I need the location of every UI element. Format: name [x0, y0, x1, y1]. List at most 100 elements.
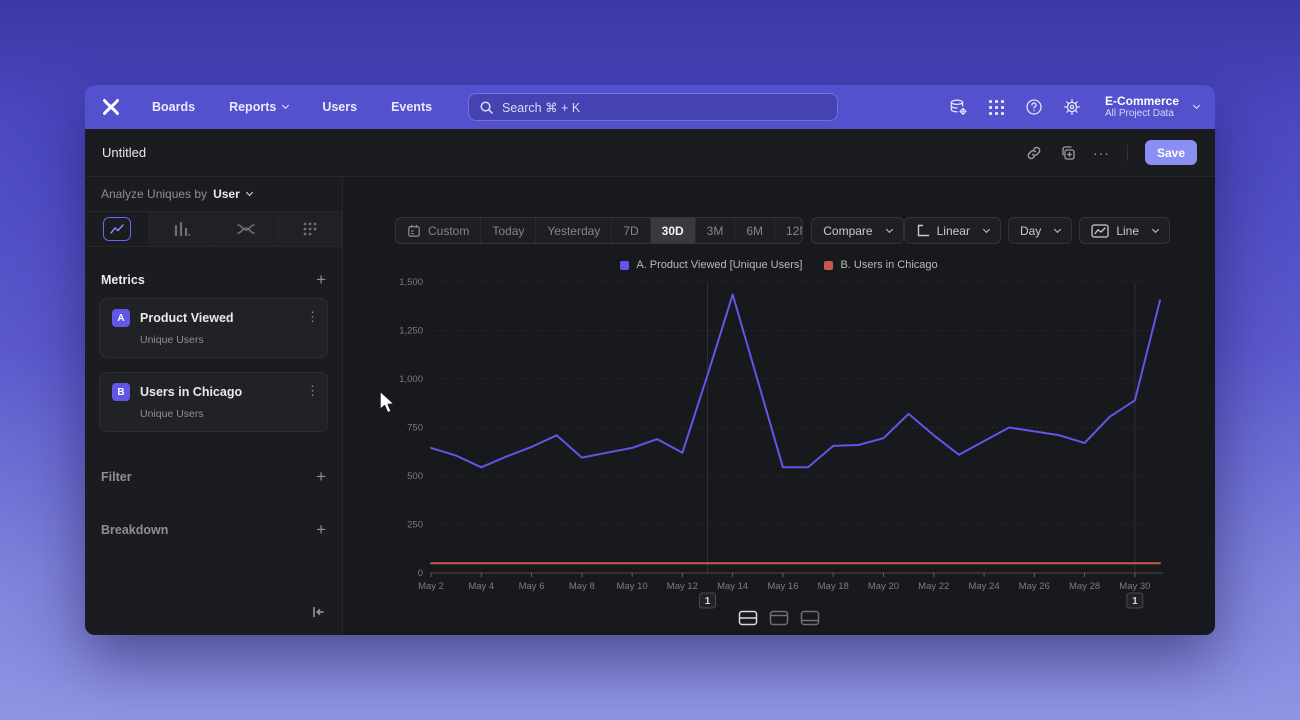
range-custom-button[interactable]: Custom: [396, 218, 482, 243]
nav-item-boards[interactable]: Boards: [152, 100, 196, 114]
metric-subtitle: Unique Users: [140, 334, 204, 346]
range-6m-button[interactable]: 6M: [735, 218, 776, 243]
breakdown-header-label: Breakdown: [101, 522, 169, 537]
chevron-down-icon: [885, 225, 893, 233]
y-tick-label: 750: [407, 423, 423, 434]
metric-badge-b: B: [112, 383, 130, 401]
add-breakdown-button[interactable]: +: [316, 520, 326, 539]
report-titlebar: Untitled ··· Save: [85, 129, 1215, 177]
x-tick-label: May 14: [717, 581, 748, 592]
collapse-sidebar-icon[interactable]: [310, 604, 326, 623]
legend-swatch-a: [620, 260, 630, 270]
annotation-badge[interactable]: [699, 592, 717, 609]
series-line-a: [430, 293, 1161, 469]
duplicate-icon[interactable]: [1059, 144, 1076, 161]
range-yesterday-button[interactable]: Yesterday: [536, 218, 613, 243]
chevron-down-icon: [282, 101, 290, 110]
interval-dropdown[interactable]: Day: [1007, 217, 1073, 244]
legend-item-b[interactable]: B. Users in Chicago: [824, 259, 938, 271]
filter-header-label: Filter: [101, 469, 132, 484]
chevron-down-icon: [1192, 101, 1201, 110]
apps-grid-icon[interactable]: [988, 99, 1005, 116]
x-tick-label: May 28: [1069, 581, 1100, 592]
flows-icon: [236, 224, 255, 234]
settings-gear-icon[interactable]: [1063, 98, 1081, 116]
nav-item-reports[interactable]: Reports: [229, 100, 290, 114]
x-tick-label: May 2: [418, 581, 444, 592]
metric-options-icon[interactable]: ⋮: [306, 383, 319, 398]
layout-chart-bottom-icon[interactable]: [800, 610, 820, 626]
top-nav: Boards Reports Users Events Search ⌘ + K: [85, 85, 1215, 129]
scale-dropdown[interactable]: Linear: [903, 217, 1001, 244]
metric-card-a[interactable]: A Product Viewed Unique Users ⋮: [99, 298, 328, 358]
x-tick-label: May 10: [617, 581, 648, 592]
save-button[interactable]: Save: [1144, 140, 1197, 165]
dots-grid-icon: [303, 222, 317, 236]
axis-scale-icon: [917, 224, 929, 237]
layout-split-rows-icon[interactable]: [738, 610, 758, 626]
x-tick-label: May 18: [818, 581, 849, 592]
legend-swatch-b: [824, 260, 834, 270]
y-tick-label: 1,250: [399, 326, 423, 337]
breakdown-section-header: Breakdown +: [85, 521, 342, 538]
chevron-down-icon: [1151, 225, 1160, 233]
app-window: Boards Reports Users Events Search ⌘ + K: [85, 85, 1215, 635]
nav-utilities: E-Commerce All Project Data: [949, 85, 1201, 129]
chart-type-switcher: [85, 212, 342, 247]
nav-item-events[interactable]: Events: [391, 100, 433, 114]
chart-type-funnels-button[interactable]: [149, 212, 214, 246]
range-today-button[interactable]: Today: [481, 218, 537, 243]
metric-subtitle: Unique Users: [140, 408, 204, 420]
chart-type-flows-button[interactable]: [214, 212, 279, 246]
more-options-icon[interactable]: ···: [1092, 144, 1110, 161]
layout-chart-top-icon[interactable]: [769, 610, 789, 626]
add-filter-button[interactable]: +: [316, 467, 326, 486]
chevron-down-icon: [982, 225, 991, 233]
x-tick-label: May 12: [667, 581, 698, 592]
annotation-badge[interactable]: [1126, 592, 1144, 609]
chart-panel: Custom Today Yesterday 7D 30D 3M 6M 12M …: [343, 177, 1215, 635]
line-chart-icon: [1091, 223, 1109, 238]
y-tick-label: 0: [418, 568, 423, 579]
metrics-section-header: Metrics +: [85, 271, 342, 288]
annotation-badge-label: 1: [705, 596, 711, 607]
chart-legend: A. Product Viewed [Unique Users] B. User…: [343, 259, 1215, 271]
chevron-down-icon: [245, 188, 253, 197]
metric-options-icon[interactable]: ⋮: [306, 309, 319, 324]
analyze-by-dropdown[interactable]: User: [213, 187, 253, 201]
mixpanel-logo-icon[interactable]: [100, 96, 122, 118]
x-tick-label: May 6: [519, 581, 545, 592]
data-management-icon[interactable]: [949, 98, 968, 117]
chart-type-retention-button[interactable]: [278, 212, 342, 246]
x-tick-label: May 8: [569, 581, 595, 592]
filter-section-header: Filter +: [85, 468, 342, 485]
chart-type-insights-button[interactable]: [85, 212, 150, 246]
analyze-row: Analyze Uniques by User: [85, 177, 342, 212]
nav-item-users[interactable]: Users: [322, 100, 358, 114]
legend-item-a[interactable]: A. Product Viewed [Unique Users]: [620, 259, 802, 271]
range-30d-button[interactable]: 30D: [650, 218, 696, 243]
chevron-down-icon: [1054, 225, 1062, 233]
search-placeholder: Search ⌘ + K: [502, 100, 581, 115]
add-metric-button[interactable]: +: [316, 270, 326, 289]
chart-style-dropdown[interactable]: Line: [1079, 217, 1170, 244]
line-chart-icon: [102, 217, 131, 241]
metric-card-b[interactable]: B Users in Chicago Unique Users ⋮: [99, 372, 328, 432]
line-chart[interactable]: 0 250 500 750 1,000 1,250 1,500 May 2 May 4 May 6…: [375, 270, 1180, 615]
range-3m-button[interactable]: 3M: [696, 218, 736, 243]
compare-dropdown[interactable]: Compare: [811, 217, 904, 244]
range-7d-button[interactable]: 7D: [612, 218, 651, 243]
help-icon[interactable]: [1025, 98, 1043, 116]
x-tick-label: May 16: [767, 581, 798, 592]
project-selector[interactable]: E-Commerce All Project Data: [1104, 94, 1201, 120]
x-tick-label: May 22: [918, 581, 949, 592]
project-name: E-Commerce: [1104, 94, 1179, 108]
metric-name: Product Viewed: [140, 311, 234, 325]
search-input[interactable]: Search ⌘ + K: [468, 93, 838, 121]
range-12m-button[interactable]: 12M: [775, 218, 802, 243]
copy-link-icon[interactable]: [1026, 145, 1042, 161]
x-tick-label: May 4: [468, 581, 494, 592]
page-title[interactable]: Untitled: [102, 145, 147, 160]
y-tick-label: 250: [407, 520, 423, 531]
